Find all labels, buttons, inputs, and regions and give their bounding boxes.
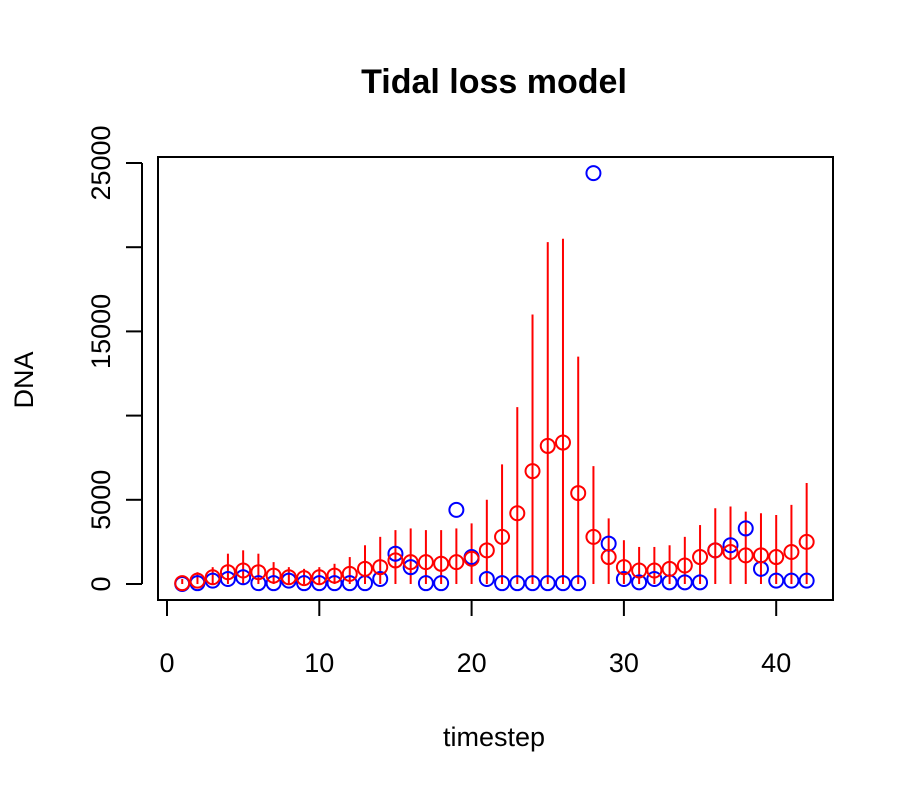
red-point [204, 569, 221, 586]
blue-point [219, 570, 236, 587]
red-point [554, 434, 571, 451]
red-point [661, 560, 678, 577]
blue-point [311, 575, 328, 592]
blue-point [296, 575, 313, 592]
red-point [296, 570, 313, 587]
blue-point [372, 570, 389, 587]
red-point [722, 544, 739, 561]
blue-point [631, 574, 648, 591]
red-point [707, 542, 724, 559]
x-tick-label: 0 [159, 648, 174, 678]
red-point [402, 554, 419, 571]
red-point [341, 565, 358, 582]
red-point [798, 533, 815, 550]
red-point [585, 528, 602, 545]
x-axis: 0 10 20 30 40 [159, 599, 791, 678]
red-point [494, 528, 511, 545]
red-point [463, 550, 480, 567]
blue-point [798, 572, 815, 589]
blue-point [402, 559, 419, 576]
x-tick-label: 20 [457, 648, 487, 678]
blue-point [737, 520, 754, 537]
red-point [752, 547, 769, 564]
x-tick-label: 30 [609, 648, 639, 678]
y-axis: 0 5000 15000 25000 [86, 125, 143, 592]
x-tick-label: 10 [304, 648, 334, 678]
y-tick-label: 0 [86, 576, 116, 591]
blue-point [433, 575, 450, 592]
blue-point [326, 575, 343, 592]
red-point [265, 567, 282, 584]
red-point [250, 564, 267, 581]
red-point [433, 555, 450, 572]
y-axis-label: DNA [9, 351, 39, 408]
red-point [448, 554, 465, 571]
red-point [417, 554, 434, 571]
red-point [356, 560, 373, 577]
blue-point [615, 570, 632, 587]
y-tick-label: 25000 [86, 125, 116, 200]
blue-point [524, 575, 541, 592]
red-point [692, 549, 709, 566]
blue-point [554, 575, 571, 592]
blue-point [417, 575, 434, 592]
red-point [235, 562, 252, 579]
blue-point [387, 545, 404, 562]
blue-point [478, 570, 495, 587]
red-point [646, 562, 663, 579]
red-point [326, 567, 343, 584]
red-point [280, 569, 297, 586]
blue-point [646, 570, 663, 587]
red-point [570, 485, 587, 502]
y-tick-label: 15000 [86, 294, 116, 369]
blue-point [539, 575, 556, 592]
blue-point [341, 575, 358, 592]
red-point [737, 547, 754, 564]
x-axis-label: timestep [443, 722, 545, 752]
chart-title: Tidal loss model [361, 63, 627, 101]
red-point [189, 572, 206, 589]
error-bars [181, 238, 808, 584]
blue-point [448, 501, 465, 518]
red-point [539, 437, 556, 454]
blue-point [265, 575, 282, 592]
red-point [676, 557, 693, 574]
blue-point [494, 575, 511, 592]
blue-point [783, 572, 800, 589]
blue-point [235, 569, 252, 586]
blue-point [250, 575, 267, 592]
red-point [387, 552, 404, 569]
y-tick-label: 5000 [86, 470, 116, 530]
blue-point [768, 572, 785, 589]
red-point [478, 542, 495, 559]
red-point [524, 463, 541, 480]
red-point [509, 505, 526, 522]
red-point [631, 562, 648, 579]
blue-point [692, 574, 709, 591]
blue-point [722, 537, 739, 554]
blue-point [570, 575, 587, 592]
blue-point [676, 574, 693, 591]
red-point [174, 575, 191, 592]
red-point [783, 544, 800, 561]
x-tick-label: 40 [761, 648, 791, 678]
red-point [219, 564, 236, 581]
blue-point [585, 165, 602, 182]
red-point [768, 549, 785, 566]
data-points [174, 165, 815, 592]
red-point [600, 549, 617, 566]
red-point [311, 569, 328, 586]
red-point [372, 559, 389, 576]
red-point [615, 559, 632, 576]
blue-point [509, 575, 526, 592]
